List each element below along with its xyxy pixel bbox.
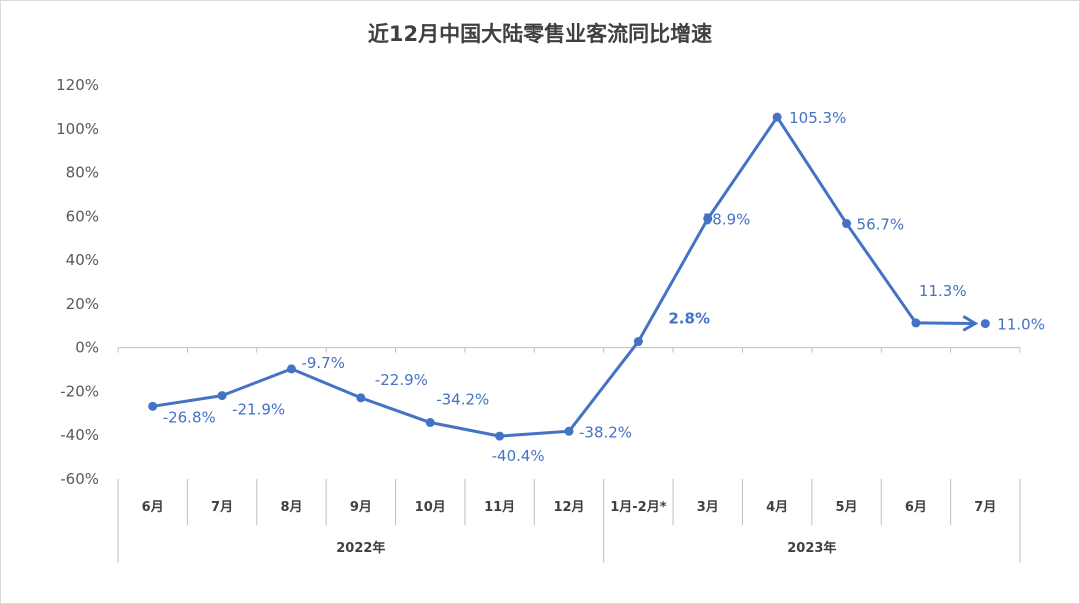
x-tick-label: 6月 xyxy=(142,500,164,515)
series-end-arrow xyxy=(962,315,979,332)
y-tick-label: 80% xyxy=(66,164,99,182)
data-label: 11.3% xyxy=(919,282,967,300)
y-tick-label: -20% xyxy=(60,382,99,400)
data-point xyxy=(495,431,505,441)
x-tick-label: 8月 xyxy=(280,500,302,515)
chart-title: 近12月中国大陆零售业客流同比增速 xyxy=(368,22,712,46)
x-tick-label: 10月 xyxy=(415,500,446,515)
data-label: -21.9% xyxy=(232,401,285,419)
data-label: -22.9% xyxy=(375,371,428,389)
x-tick-label: 4月 xyxy=(766,500,788,515)
data-label: -40.4% xyxy=(492,447,545,465)
data-point xyxy=(772,112,782,122)
data-point xyxy=(703,214,713,224)
x-tick-label: 11月 xyxy=(484,500,515,515)
data-point xyxy=(911,318,921,328)
series-line-final-segment xyxy=(915,321,974,325)
axes: 120% 100% 80% 60% 40% 20% 0% -20% -40% -60% 6月 7月 8月… xyxy=(56,76,1021,563)
data-label: -9.7% xyxy=(301,354,345,372)
y-tick-label: -60% xyxy=(60,470,99,488)
x-group-label: 2022年 xyxy=(336,540,385,556)
data-label: 105.3% xyxy=(789,109,846,127)
series-line-group xyxy=(152,115,979,438)
data-point xyxy=(148,401,158,411)
data-points xyxy=(148,112,990,441)
data-point xyxy=(980,319,990,329)
data-label: 2.8% xyxy=(668,310,710,328)
y-tick-label: 0% xyxy=(75,339,99,357)
x-tick-label: 9月 xyxy=(350,500,372,515)
data-label: -26.8% xyxy=(163,408,216,426)
x-tick-label: 12月 xyxy=(553,500,584,515)
data-point xyxy=(633,337,643,347)
x-tick-label: 3月 xyxy=(697,500,719,515)
data-point xyxy=(286,364,296,374)
y-tick-label: 120% xyxy=(56,76,99,94)
y-tick-label: 100% xyxy=(56,120,99,138)
y-tick-label: 40% xyxy=(66,251,99,269)
y-tick-label: 60% xyxy=(66,207,99,225)
data-label: 56.7% xyxy=(857,216,905,234)
data-point xyxy=(842,219,852,229)
x-tick-label: 6月 xyxy=(905,500,927,515)
data-point xyxy=(356,393,366,403)
data-point xyxy=(564,426,574,436)
y-tick-label: -40% xyxy=(60,426,99,444)
x-tick-label: 7月 xyxy=(974,500,996,515)
y-tick-label: 20% xyxy=(66,295,99,313)
data-labels: -26.8% -21.9% -9.7% -22.9% -34.2% -40.4% -38.2… xyxy=(163,109,1045,465)
data-point xyxy=(425,418,435,428)
data-label: 58.9% xyxy=(703,211,751,229)
data-point xyxy=(217,391,227,401)
x-group-label: 2023年 xyxy=(787,540,836,556)
data-label: -34.2% xyxy=(436,391,489,409)
x-tick-label: 7月 xyxy=(211,500,233,515)
data-label: -38.2% xyxy=(579,423,632,441)
x-tick-label: 1月-2月* xyxy=(610,500,666,515)
series-line xyxy=(152,115,918,438)
data-label: 11.0% xyxy=(997,316,1045,334)
x-tick-label: 5月 xyxy=(836,500,858,515)
